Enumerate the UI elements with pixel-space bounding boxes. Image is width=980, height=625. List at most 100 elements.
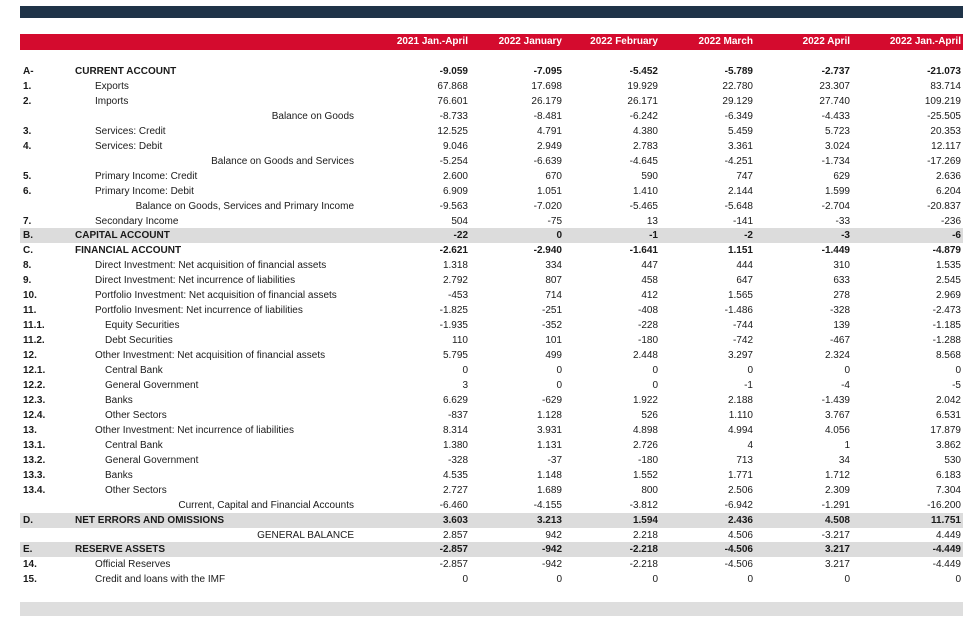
row-value: 310	[833, 260, 850, 272]
table-row: C. FINANCIAL ACCOUNT -2.621 -2.940 -1.641 1.1…	[20, 243, 963, 258]
row-value: -6.942	[724, 499, 753, 511]
table-row: 8. Direct Investment: Net acquisition of …	[20, 258, 963, 273]
row-value: 8.314	[442, 424, 468, 436]
row-code: 11.	[23, 305, 37, 317]
row-label: GENERAL BALANCE	[257, 529, 354, 541]
row-code: 12.3.	[23, 394, 46, 406]
row-label: NET ERRORS AND OMISSIONS	[75, 514, 225, 526]
row-value: 3.767	[824, 409, 850, 421]
column-header-2022-february: 2022 February	[590, 36, 658, 47]
row-value: -8.481	[533, 110, 562, 122]
row-value: 0	[556, 379, 562, 391]
table-row: 12. Other Investment: Net acquisition of …	[20, 348, 963, 363]
row-value: -2.940	[533, 245, 562, 257]
row-value: 1.552	[632, 469, 658, 481]
row-value: 1.771	[727, 469, 753, 481]
row-label: Secondary Income	[95, 215, 179, 227]
row-value: 0	[652, 574, 658, 586]
row-value: 0	[556, 574, 562, 586]
row-value: 2.727	[442, 484, 468, 496]
row-value: -9.563	[439, 200, 468, 212]
row-value: -1.825	[439, 305, 468, 317]
row-label: Balance on Goods and Services	[211, 155, 354, 167]
table-row: 12.1. Central Bank 0 0 0 0 0 0	[20, 363, 963, 378]
row-value: -2.704	[821, 200, 850, 212]
row-value: 5.795	[442, 350, 468, 362]
row-value: -5.789	[724, 66, 753, 77]
row-value: 1.110	[728, 409, 753, 421]
row-value: 526	[641, 409, 658, 421]
row-value: -4.449	[932, 559, 961, 571]
row-code: 14.	[23, 559, 37, 571]
row-value: 2.506	[727, 484, 753, 496]
row-value: 1	[844, 439, 850, 451]
row-value: 22.780	[722, 81, 753, 92]
row-value: 0	[652, 379, 658, 391]
row-code: 1.	[23, 81, 32, 92]
row-value: 26.171	[627, 95, 658, 107]
row-value: 2.436	[727, 514, 753, 526]
column-header-2021-jan-april: 2021 Jan.-April	[396, 36, 468, 47]
row-value: -6	[952, 230, 961, 242]
row-code: 12.	[23, 350, 37, 362]
row-value: -228	[637, 320, 658, 332]
row-label: Services: Credit	[95, 125, 166, 137]
row-value: -22	[453, 230, 468, 242]
table-row: 10. Portfolio Investment: Net acquisition…	[20, 288, 963, 303]
row-value: 647	[736, 275, 753, 287]
row-value: 6.183	[935, 469, 961, 481]
row-value: 4.791	[536, 125, 562, 137]
row-value: 3.361	[727, 140, 753, 152]
row-value: -744	[732, 320, 753, 332]
row-value: 5.723	[824, 125, 850, 137]
row-value: 13	[646, 215, 658, 227]
row-value: 3.217	[824, 544, 850, 556]
row-code: C.	[23, 245, 33, 257]
row-code: 12.1.	[23, 365, 46, 376]
row-value: 412	[641, 290, 658, 302]
row-value: -180	[637, 335, 658, 347]
bottom-footer-bar	[20, 602, 963, 616]
row-value: -33	[835, 215, 850, 227]
row-value: 3.931	[536, 424, 562, 436]
row-value: -75	[547, 215, 562, 227]
row-value: 2.636	[935, 170, 961, 182]
row-value: 6.531	[935, 409, 961, 421]
table-row: Balance on Goods, Services and Primary I…	[20, 199, 963, 214]
table-row: 14. Official Reserves -2.857 -942 -2.218 -4.5…	[20, 557, 963, 572]
row-value: 2.792	[442, 275, 468, 287]
row-value: -1	[744, 379, 753, 391]
row-label: Other Investment: Net incurrence of liab…	[95, 424, 294, 436]
row-value: -4.251	[724, 155, 753, 167]
row-value: -7.020	[533, 200, 562, 212]
table-row: GENERAL BALANCE 2.857 942 2.218 4.506 -3.217 4…	[20, 528, 963, 543]
table-row: 7. Secondary Income 504 -75 13 -141 -33 -236	[20, 214, 963, 229]
row-label: Current, Capital and Financial Accounts	[178, 499, 354, 511]
row-label: Exports	[95, 81, 129, 92]
row-value: -4	[841, 379, 850, 391]
row-value: -1.291	[821, 499, 850, 511]
row-label: Central Bank	[105, 365, 163, 376]
row-value: 0	[844, 365, 850, 376]
row-code: 11.2.	[23, 335, 45, 347]
row-value: 458	[641, 275, 658, 287]
row-value: -3.217	[821, 529, 850, 541]
row-label: General Government	[105, 379, 199, 391]
row-value: 4.380	[632, 125, 658, 137]
row-value: -6.242	[629, 110, 658, 122]
row-value: -352	[541, 320, 562, 332]
row-value: 1.151	[727, 245, 753, 257]
row-value: 444	[736, 260, 753, 272]
row-value: 19.929	[627, 81, 658, 92]
row-value: 6.629	[442, 394, 468, 406]
row-code: 6.	[23, 185, 32, 197]
row-value: 3	[462, 379, 468, 391]
row-label: CURRENT ACCOUNT	[75, 66, 177, 77]
row-value: 83.714	[930, 81, 961, 92]
row-code: 15.	[23, 574, 37, 586]
row-value: 334	[545, 260, 562, 272]
row-value: 800	[641, 484, 658, 496]
row-value: 5.459	[727, 125, 753, 137]
row-value: 109.219	[924, 95, 961, 107]
row-value: -1.449	[821, 245, 850, 257]
